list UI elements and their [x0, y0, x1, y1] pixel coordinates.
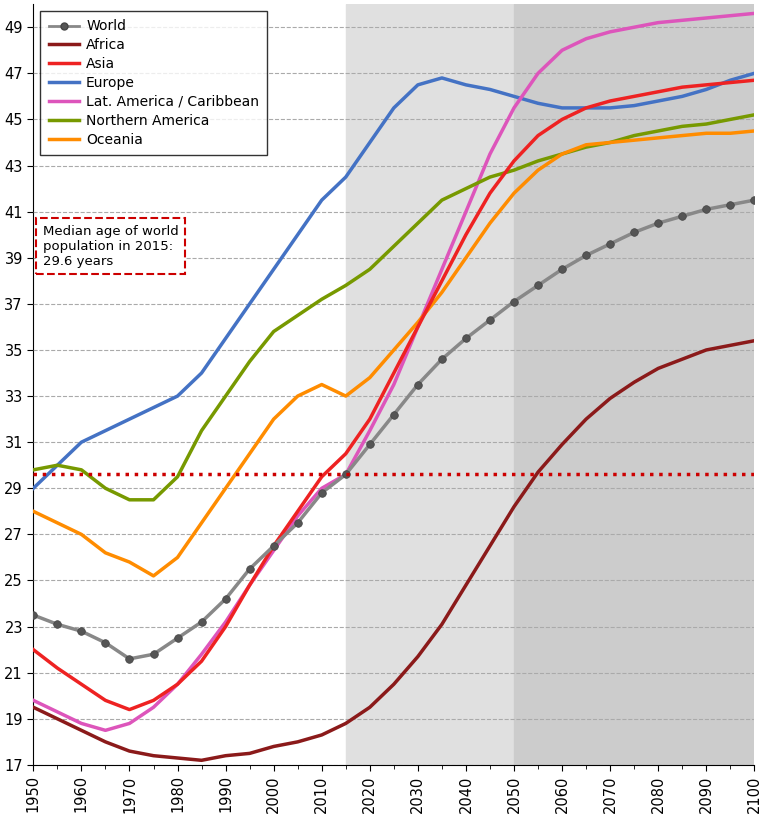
Bar — [514, 4, 755, 765]
Legend: World, Africa, Asia, Europe, Lat. America / Caribbean, Northern America, Oceania: World, Africa, Asia, Europe, Lat. Americ… — [41, 11, 267, 155]
Text: Median age of world
population in 2015:
29.6 years: Median age of world population in 2015: … — [43, 225, 178, 268]
Bar — [345, 4, 514, 765]
